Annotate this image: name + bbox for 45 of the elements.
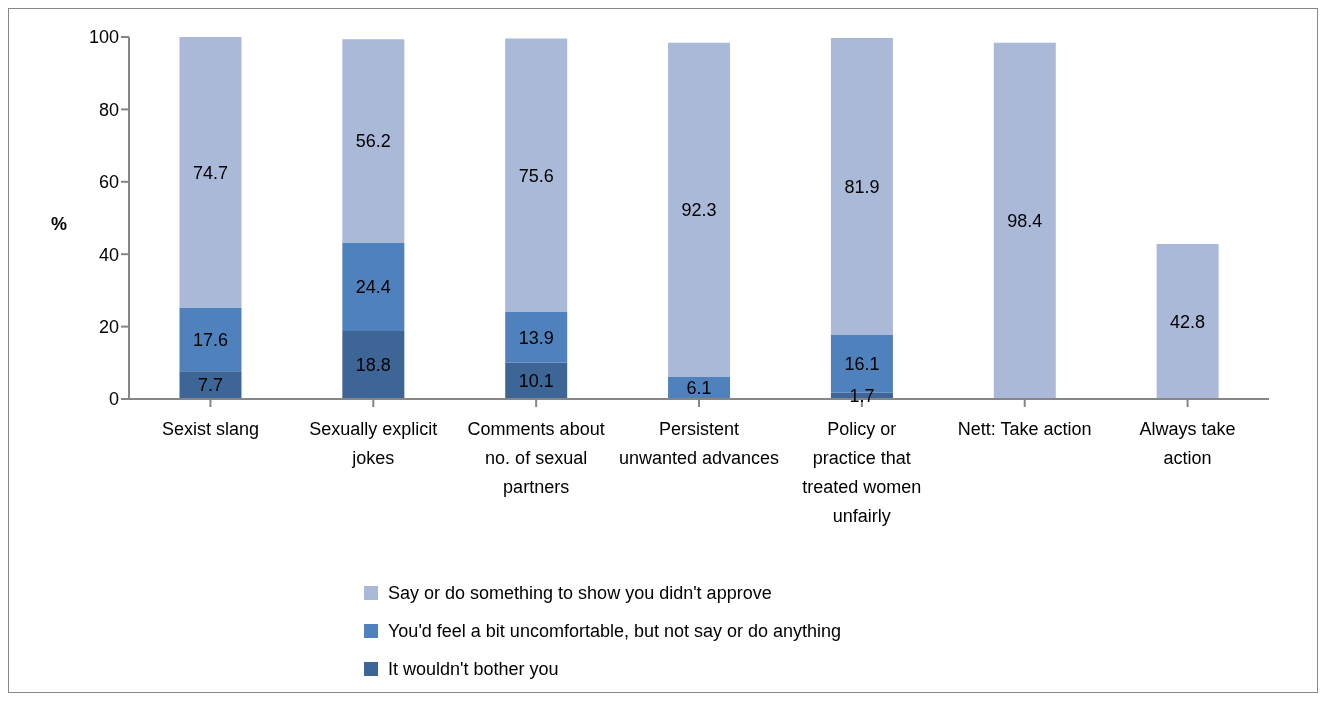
data-label: 74.7 bbox=[192, 162, 229, 183]
legend-label: You'd feel a bit uncomfortable, but not say or do anything bbox=[388, 620, 842, 642]
bar bbox=[505, 362, 568, 399]
data-label: 24.4 bbox=[355, 277, 391, 298]
x-tick-label: Nett: Take action bbox=[957, 419, 1092, 439]
data-label: 6.1 bbox=[686, 378, 712, 399]
y-tick-label: 20 bbox=[98, 316, 119, 337]
x-tick-label: Persistent unwanted advances bbox=[618, 419, 780, 468]
y-tick-label: 80 bbox=[98, 99, 119, 120]
y-tick-label: 0 bbox=[108, 389, 119, 410]
x-tick-label: Sexually explicit jokes bbox=[309, 419, 438, 468]
legend-label: It wouldn't bother you bbox=[388, 658, 559, 680]
data-label: 10.1 bbox=[518, 371, 554, 392]
data-label: 75.6 bbox=[518, 165, 554, 186]
bar bbox=[179, 307, 242, 372]
bar bbox=[342, 39, 405, 243]
data-label: 13.9 bbox=[518, 327, 554, 348]
data-label: 92.3 bbox=[681, 200, 717, 221]
x-tick-label: Comments about no. of sexual partners bbox=[467, 419, 605, 497]
y-tick-label: 40 bbox=[98, 244, 119, 265]
bar bbox=[668, 42, 731, 377]
data-label: 81.9 bbox=[844, 176, 880, 197]
bar bbox=[505, 38, 568, 313]
bar bbox=[505, 312, 568, 363]
y-tick-label: 100 bbox=[88, 27, 119, 48]
data-label: 56.2 bbox=[355, 131, 391, 152]
data-label: 16.1 bbox=[844, 354, 880, 375]
bar bbox=[342, 330, 405, 399]
bar bbox=[342, 242, 405, 331]
bar bbox=[993, 42, 1056, 399]
bar bbox=[1156, 244, 1219, 399]
y-axis-title: % bbox=[51, 214, 68, 235]
x-tick-label: Policy or practice that treated women unfairly bbox=[802, 419, 922, 526]
bar bbox=[830, 38, 893, 335]
x-tick-label: Sexist slang bbox=[161, 419, 259, 439]
x-tick-label: Always take action bbox=[1139, 419, 1236, 468]
y-tick-label: 60 bbox=[98, 172, 119, 193]
data-label: 18.8 bbox=[355, 355, 391, 376]
legend-label: Say or do something to show you didn't approve bbox=[388, 582, 772, 604]
data-label: 98.4 bbox=[1007, 211, 1043, 232]
bar bbox=[179, 371, 242, 399]
bar bbox=[179, 37, 242, 308]
data-label: 42.8 bbox=[1170, 311, 1206, 332]
data-label: 7.7 bbox=[197, 375, 223, 396]
data-label: 17.6 bbox=[192, 329, 229, 350]
